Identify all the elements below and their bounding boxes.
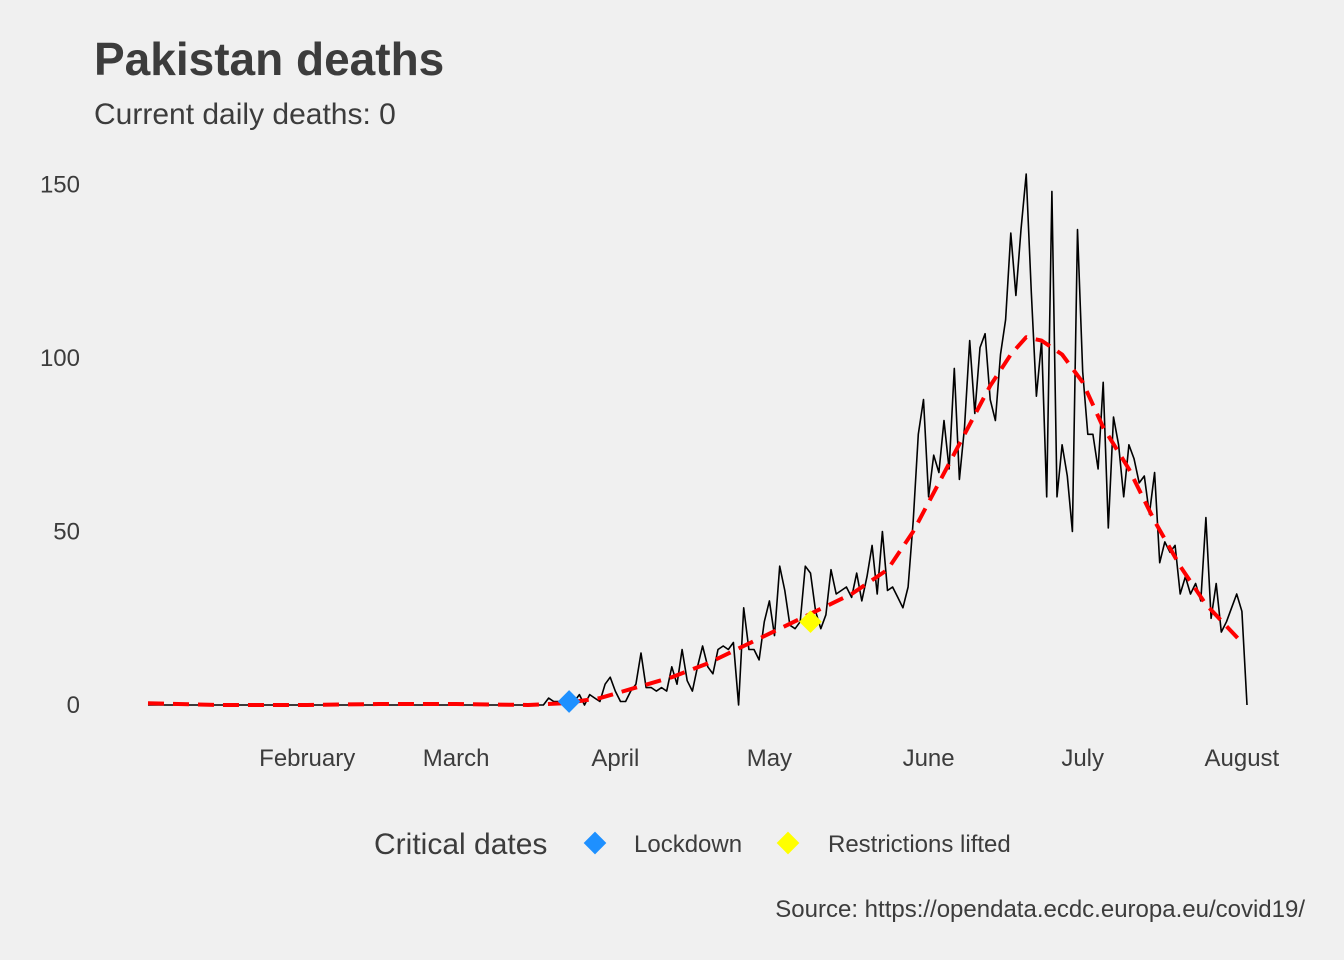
legend-marker-restrictions-lifted [776, 831, 800, 855]
legend-label-lockdown: Lockdown [634, 831, 742, 858]
event-marker [799, 610, 822, 634]
x-axis: February March April May June July August [259, 745, 1279, 772]
daily-deaths-line [148, 173, 1248, 706]
chart-title: Pakistan deaths [94, 33, 444, 85]
x-tick-label: April [591, 745, 639, 772]
event-markers [557, 610, 822, 713]
event-marker [557, 690, 581, 713]
x-tick-label: February [259, 745, 355, 772]
y-tick-label: 50 [53, 519, 80, 546]
source-caption: Source: https://opendata.ecdc.europa.eu/… [775, 896, 1305, 923]
legend: Critical dates Lockdown Restrictions lif… [374, 828, 1011, 861]
legend-marker-lockdown [583, 831, 607, 855]
x-tick-label: July [1061, 745, 1104, 772]
x-tick-label: May [747, 745, 792, 772]
y-tick-label: 100 [40, 345, 80, 372]
plot-area [147, 173, 1248, 707]
y-axis: 0 50 100 150 [40, 172, 80, 720]
legend-title: Critical dates [374, 828, 547, 861]
trend-line [147, 335, 1244, 707]
y-tick-label: 150 [40, 172, 80, 199]
x-tick-label: June [903, 745, 955, 772]
x-tick-label: March [423, 745, 490, 772]
chart-subtitle: Current daily deaths: 0 [94, 98, 396, 131]
x-tick-label: August [1205, 745, 1280, 772]
legend-label-restrictions-lifted: Restrictions lifted [828, 831, 1011, 858]
y-tick-label: 0 [67, 692, 80, 719]
